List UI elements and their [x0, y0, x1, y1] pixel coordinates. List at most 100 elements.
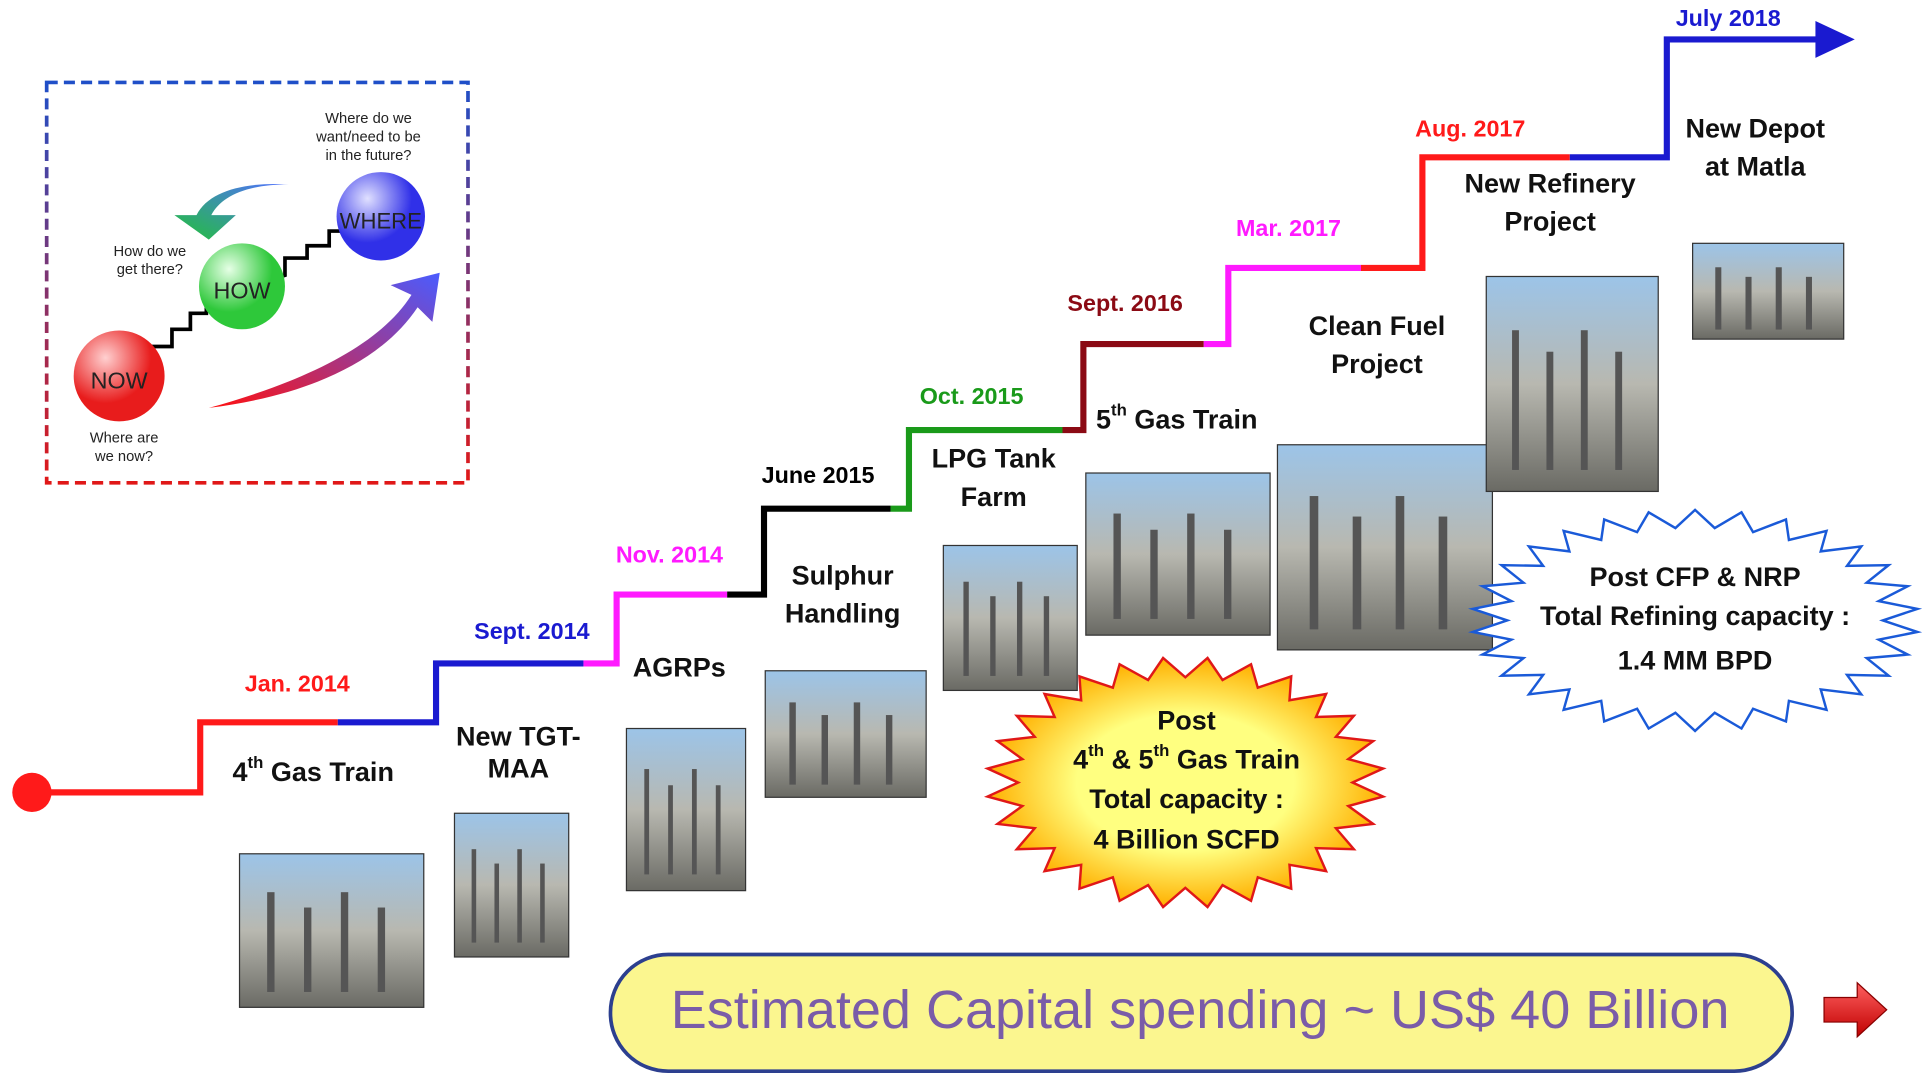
photo-structure [1224, 530, 1231, 619]
text-part: New TGT- [456, 721, 581, 751]
photo-structure [789, 702, 795, 784]
callout-line: Post [1157, 706, 1216, 736]
photo-structure [1150, 530, 1157, 619]
text-part: AGRPs [633, 653, 726, 683]
milestone-date: June 2015 [762, 462, 875, 488]
milestone-date: Mar. 2017 [1236, 215, 1341, 241]
callout-figure: 1.4 MM BPD [1618, 645, 1773, 675]
photo-structure [886, 715, 892, 785]
superscript: th [248, 754, 264, 773]
photo-structure [1439, 517, 1448, 630]
milestone-label: Project [1504, 207, 1596, 237]
callout-line: Post CFP & NRP [1589, 562, 1800, 592]
photo-structure [990, 596, 995, 676]
milestone-label: Project [1331, 349, 1423, 379]
text-part: New Refinery [1465, 169, 1636, 199]
photo-structure [1310, 496, 1319, 629]
superscript: th [1111, 401, 1127, 420]
text-part: Sulphur [792, 561, 895, 591]
text-part: Total capacity : [1089, 784, 1284, 814]
inset-question: want/need to be [315, 130, 421, 146]
milestone-date: Nov. 2014 [616, 542, 723, 568]
inset-question: we now? [94, 449, 153, 465]
milestone-label: LPG Tank [932, 444, 1057, 474]
photo-structure [1546, 352, 1553, 470]
photo-structure [644, 769, 649, 874]
photo-structure [1776, 267, 1782, 329]
milestone-date: Sept. 2016 [1067, 290, 1182, 316]
text-part: Handling [785, 599, 901, 629]
text-part: Project [1504, 207, 1596, 237]
photo-structure [1017, 582, 1022, 676]
milestone-label: Sulphur [792, 561, 895, 591]
inset-question: How do we [113, 244, 186, 260]
milestone-date: July 2018 [1676, 5, 1781, 31]
text-part: Gas Train [1127, 405, 1258, 435]
photo-structure [378, 908, 385, 992]
bubble-label: NOW [91, 367, 148, 393]
photo-structure [1044, 596, 1049, 676]
text-part: Gas Train [1169, 745, 1300, 775]
step [338, 663, 584, 722]
bubble-label: HOW [213, 278, 270, 304]
superscript: th [1088, 741, 1104, 760]
callout-line: Total Refining capacity : [1540, 601, 1850, 631]
callout-figure: 4 Billion SCFD [1093, 825, 1279, 855]
text-part: LPG Tank [932, 444, 1057, 474]
text-part: Post [1157, 706, 1216, 736]
callout-line: Total capacity : [1089, 784, 1284, 814]
milestone-label: New Refinery [1465, 169, 1636, 199]
milestone-label: 4th Gas Train [232, 754, 393, 788]
path-arrow [174, 184, 288, 240]
milestone-label: New TGT- [456, 721, 581, 751]
timeline-diagram: Estimated Capital spending ~ US$ 40 Bill… [0, 0, 1926, 1075]
photo-structure [1745, 277, 1751, 330]
milestone-label: Clean Fuel [1309, 311, 1446, 341]
text-part: MAA [488, 753, 550, 783]
superscript: th [1154, 741, 1170, 760]
text-part: Clean Fuel [1309, 311, 1446, 341]
milestone-label: Farm [961, 482, 1027, 512]
photo-structure [1806, 277, 1812, 330]
text-part: Gas Train [263, 757, 394, 787]
text-part: Project [1331, 349, 1423, 379]
photo-structure [1512, 330, 1519, 470]
photo-structure [517, 849, 522, 942]
milestone-label: 5th Gas Train [1096, 401, 1257, 435]
inset-question: in the future? [326, 148, 412, 164]
milestone-date: Sept. 2014 [474, 618, 589, 644]
photo-structure [304, 908, 311, 992]
photo-structure [822, 715, 828, 785]
photo-structure [668, 785, 673, 874]
photo-structure [1615, 352, 1622, 470]
photo-structure [1396, 496, 1405, 629]
starburst [988, 658, 1384, 907]
photo-structure [267, 892, 274, 992]
callout-line: 4th & 5th Gas Train [1073, 741, 1300, 775]
photo-structure [540, 864, 545, 943]
inset-question: Where are [90, 431, 159, 447]
photo-structure [341, 892, 348, 992]
milestone-date: Aug. 2017 [1415, 115, 1525, 141]
milestone-date: Oct. 2015 [920, 383, 1024, 409]
text-part: at Matla [1705, 152, 1807, 182]
inset-question: get there? [117, 262, 183, 278]
text-part: New Depot [1685, 113, 1825, 143]
photo-structure [1715, 267, 1721, 329]
milestone-label: Handling [785, 599, 901, 629]
end-arrowhead [1815, 21, 1854, 58]
milestone-date: Jan. 2014 [245, 671, 350, 697]
milestone-label: at Matla [1705, 152, 1807, 182]
milestone-label: AGRPs [633, 653, 726, 683]
photo-structure [716, 785, 721, 874]
photo-structure [1113, 514, 1120, 619]
photo-structure [494, 864, 499, 943]
photo-structure [1187, 514, 1194, 619]
photo-structure [1581, 330, 1588, 470]
banner: Estimated Capital spending ~ US$ 40 Bill… [610, 955, 1886, 1072]
text-part: & 5 [1104, 745, 1154, 775]
photo-structure [1353, 517, 1362, 630]
text-part: 4 [1073, 745, 1088, 775]
text-part: 5 [1096, 405, 1111, 435]
text-part: Farm [961, 482, 1027, 512]
